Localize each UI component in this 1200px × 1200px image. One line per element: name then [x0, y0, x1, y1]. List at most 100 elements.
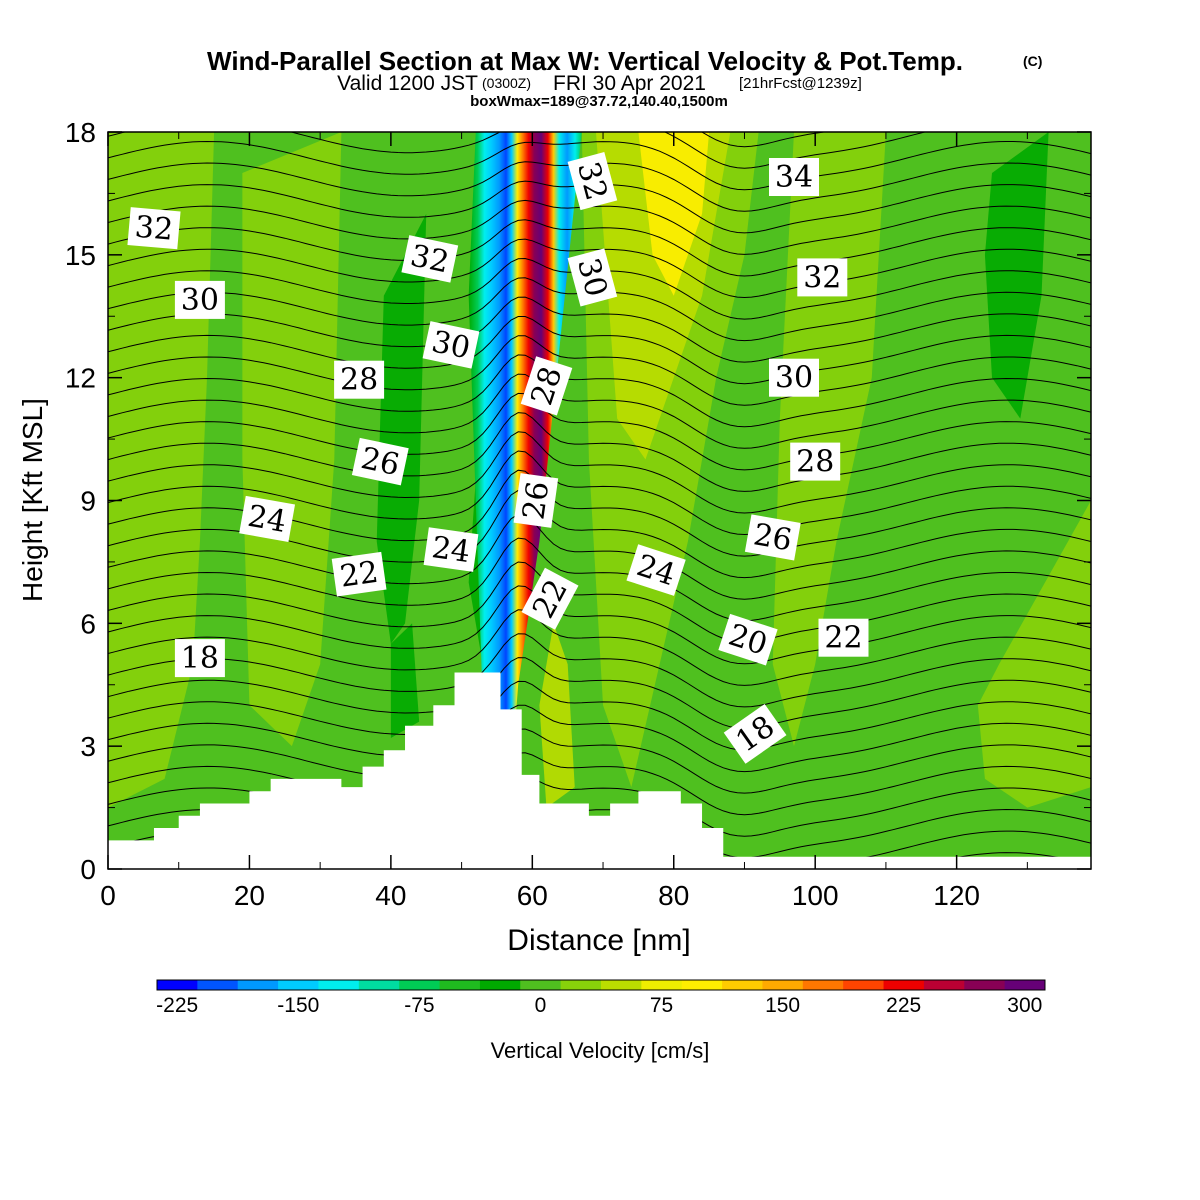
colorbar-tick-label-150: 150 [765, 994, 800, 1017]
theta-label-box [744, 514, 801, 561]
chart-subtitle-utc: (0300Z) [482, 75, 531, 91]
theta-label-26-13: 26 [513, 473, 559, 528]
theta-label-34-15: 34 [769, 158, 819, 196]
theta-label-text: 30 [429, 324, 474, 366]
theta-label-box [567, 152, 618, 211]
theta-contour-28.5 [108, 373, 1091, 449]
theta-label-text: 26 [358, 441, 403, 483]
velocity-region-6 [638, 132, 710, 296]
chart-subtitle-fcst: [21hrFcst@1239z] [739, 75, 862, 92]
theta-label-text: 28 [340, 363, 378, 398]
y-tick-label-0: 0 [80, 854, 96, 885]
chart-title-suffix: (C) [1023, 53, 1042, 69]
theta-contour-22.5 [108, 633, 1091, 708]
theta-label-text: 24 [245, 499, 289, 540]
colorbar-tick-label-0: 0 [535, 994, 547, 1017]
theta-label-30-8: 30 [422, 321, 480, 369]
y-tick-label-18: 18 [65, 117, 96, 148]
theta-label-text: 32 [407, 238, 452, 280]
theta-label-30-17: 30 [769, 358, 819, 397]
theta-label-text: 24 [430, 530, 473, 570]
colorbar-swatch-15 [762, 980, 804, 990]
theta-contour-32.5 [108, 219, 1091, 277]
colorbar-swatch-13 [681, 980, 723, 990]
theta-contour-27.5 [108, 412, 1091, 492]
theta-label-32-7: 32 [401, 235, 459, 283]
theta-contour-33 [108, 199, 1091, 255]
colorbar-frame [156, 979, 1046, 991]
theta-label-box [723, 703, 787, 764]
theta-label-22-5: 22 [331, 551, 387, 597]
theta-label-box [423, 527, 479, 572]
chart-subtitle-box: boxWmax=189@37.72,140.40,1500m [470, 93, 728, 110]
x-axis-label: Distance [nm] [507, 924, 690, 957]
theta-label-text: 26 [516, 479, 556, 522]
theta-contour-30 [108, 316, 1091, 385]
velocity-region-11 [390, 623, 420, 738]
theta-label-box [239, 495, 296, 542]
colorbar-tick-label-75: 75 [650, 994, 673, 1017]
colorbar-swatch-11 [601, 980, 642, 990]
theta-label-box [521, 567, 579, 630]
theta-label-box [174, 639, 225, 678]
velocity-region-10 [539, 623, 575, 808]
colorbar-tick-label--75: -75 [404, 994, 434, 1017]
theta-contour-21 [108, 704, 1091, 773]
theta-contour-22 [108, 657, 1091, 730]
theta-label-24-9: 24 [423, 527, 479, 572]
theta-contour-24.5 [108, 537, 1091, 622]
theta-label-box [174, 280, 225, 319]
theta-label-text: 30 [775, 361, 813, 396]
theta-label-box [351, 437, 409, 486]
x-tick-label-80: 80 [658, 880, 689, 911]
theta-contour-23 [108, 609, 1091, 686]
terrain-layer [108, 672, 1091, 869]
theta-label-28-2: 28 [334, 360, 385, 399]
colorbar-swatch-10 [560, 980, 602, 990]
colorbar-label: Vertical Velocity [cm/s] [491, 1038, 710, 1063]
theta-label-30-11: 30 [567, 248, 618, 307]
theta-label-text: 22 [338, 555, 381, 595]
theta-label-box [334, 360, 385, 399]
x-tick-label-60: 60 [517, 880, 548, 911]
velocity-core-band [468, 132, 582, 779]
colorbar-swatch-7 [439, 980, 481, 990]
velocity-region-1 [242, 132, 342, 747]
plot-area: 3230282624221832302432302826223432302826… [108, 132, 1091, 869]
theta-label-text: 22 [824, 621, 862, 656]
theta-contour-25 [108, 513, 1091, 600]
theta-contour-20.5 [108, 728, 1091, 794]
theta-label-box [797, 258, 848, 297]
y-tick-label-15: 15 [65, 240, 96, 271]
chart-title: Wind-Parallel Section at Max W: Vertical… [207, 46, 963, 76]
colorbar-swatch-14 [722, 980, 763, 990]
y-tick-label-3: 3 [80, 731, 96, 762]
theta-label-text: 32 [803, 260, 841, 295]
theta-contour-29.5 [108, 335, 1091, 406]
theta-label-text: 26 [751, 517, 795, 558]
theta-label-text: 34 [775, 160, 813, 195]
velocity-region-2 [376, 213, 427, 644]
colorbar-swatch-0 [157, 980, 198, 990]
velocity-region-8 [984, 132, 1049, 419]
colorbar-swatch-12 [641, 980, 683, 990]
chart-subtitle-date: FRI 30 Apr 2021 [553, 72, 706, 95]
title-block: Wind-Parallel Section at Max W: Vertical… [207, 46, 1042, 110]
theta-label-box [626, 544, 686, 596]
theta-label-26-3: 26 [351, 437, 409, 486]
theta-label-text: 28 [796, 445, 834, 480]
colorbar-swatch-9 [520, 980, 562, 990]
colorbar-swatch-5 [358, 980, 400, 990]
theta-label-box [127, 207, 181, 250]
theta-label-box [401, 235, 459, 283]
x-tick-label-40: 40 [375, 880, 406, 911]
colorbar-swatch-18 [883, 980, 925, 990]
theta-contour-24 [108, 561, 1091, 643]
theta-label-text: 18 [181, 641, 219, 676]
y-axis-label: Height [Kft MSL] [17, 398, 48, 602]
theta-label-22-22: 22 [818, 618, 869, 657]
theta-label-box [818, 618, 869, 657]
colorbar-tick-label-300: 300 [1007, 994, 1042, 1017]
colorbar-swatch-4 [318, 980, 360, 990]
